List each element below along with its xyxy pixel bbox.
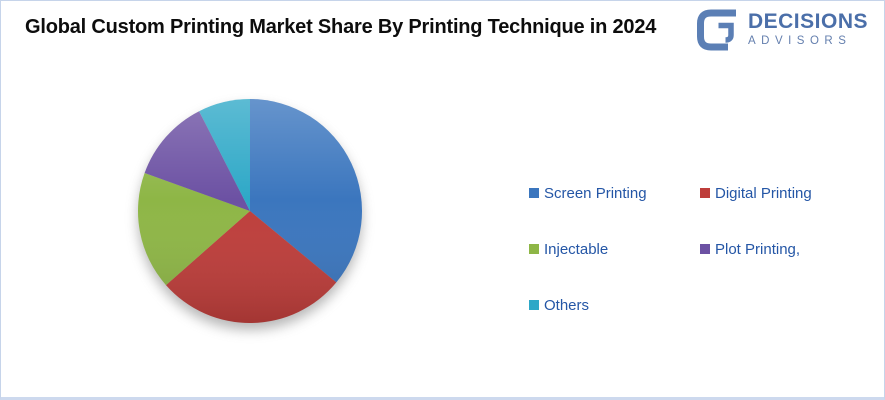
legend-swatch-icon: [529, 188, 539, 198]
pie-chart[interactable]: [120, 81, 380, 341]
legend-label: Screen Printing: [544, 184, 647, 202]
legend-item-injectable[interactable]: Injectable: [529, 241, 700, 258]
legend-item-others[interactable]: Others: [529, 297, 700, 314]
page-title: Global Custom Printing Market Share By P…: [25, 16, 657, 38]
brand-text: DECISIONS ADVISORS: [748, 11, 868, 48]
chart-legend: Screen Printing Digital Printing Injectabl…: [529, 165, 812, 333]
legend-swatch-icon: [529, 300, 539, 310]
brand-subtitle: ADVISORS: [747, 35, 852, 48]
legend-item-plot-printing[interactable]: Plot Printing,: [700, 241, 812, 258]
brand-name: DECISIONS: [747, 10, 868, 34]
legend-swatch-icon: [700, 188, 710, 198]
legend-label: Digital Printing: [715, 184, 812, 202]
decisions-advisors-logo-icon: [696, 9, 736, 51]
legend-label: Others: [544, 296, 590, 314]
legend-item-digital-printing[interactable]: Digital Printing: [700, 185, 812, 202]
legend-swatch-icon: [700, 244, 710, 254]
legend-label: Injectable: [544, 240, 609, 258]
legend-label: Plot Printing,: [715, 240, 801, 258]
legend-swatch-icon: [529, 244, 539, 254]
legend-item-screen-printing[interactable]: Screen Printing: [529, 185, 700, 202]
brand-logo: DECISIONS ADVISORS: [695, 7, 868, 52]
